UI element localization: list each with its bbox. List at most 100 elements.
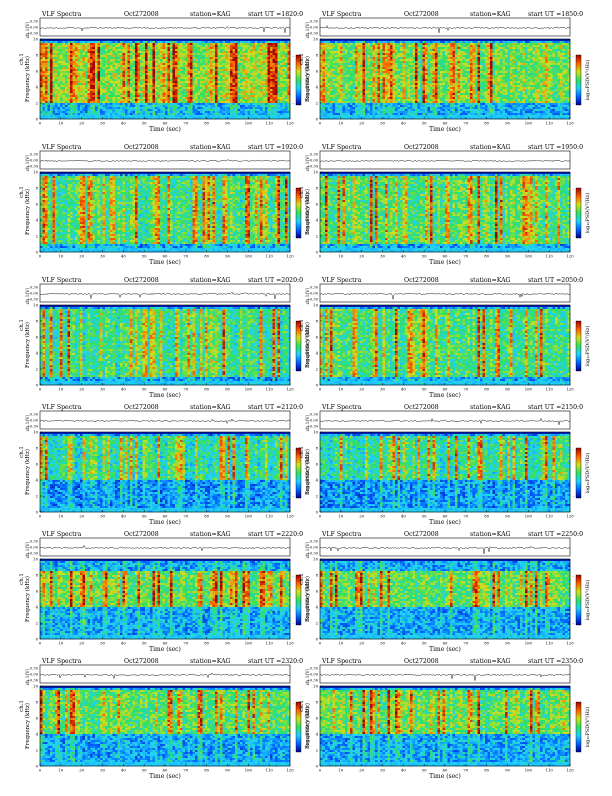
spectrogram-cell bbox=[58, 69, 61, 71]
spectrogram-cell bbox=[198, 81, 201, 83]
spectrogram-cell bbox=[280, 67, 283, 69]
spectrogram-cell bbox=[183, 79, 186, 81]
spectrogram-cell bbox=[253, 79, 256, 81]
spectrogram-cell bbox=[115, 91, 118, 93]
spectrogram-cell bbox=[105, 67, 108, 69]
spectrogram-cell bbox=[275, 59, 278, 61]
spectrogram-cell bbox=[100, 45, 103, 47]
spectrogram-cell bbox=[140, 79, 143, 81]
spectrogram-cell bbox=[130, 45, 133, 47]
spectrogram-cell bbox=[48, 43, 51, 45]
spectrogram-cell bbox=[73, 69, 76, 71]
spectrogram-cell bbox=[185, 85, 188, 87]
spectrogram-cell bbox=[55, 79, 58, 81]
spectrogram-cell bbox=[55, 69, 58, 71]
spectrogram-cell bbox=[245, 51, 248, 53]
spectrogram-cell bbox=[113, 57, 116, 59]
spectrogram-cell bbox=[280, 77, 283, 79]
spectrogram-cell bbox=[175, 53, 178, 55]
spectrogram-cell bbox=[143, 45, 146, 47]
spectrogram-cell bbox=[70, 59, 73, 61]
spectrogram-cell bbox=[258, 55, 261, 57]
spectrogram-cell bbox=[105, 47, 108, 49]
spectrogram-cell bbox=[283, 51, 286, 53]
spectrogram-cell bbox=[203, 63, 206, 65]
spectrogram-cell bbox=[108, 91, 111, 93]
spectrogram-cell bbox=[53, 69, 56, 71]
spectrogram-cell bbox=[285, 75, 288, 77]
spectrogram-cell bbox=[128, 95, 131, 97]
spectrogram-cell bbox=[108, 59, 111, 61]
spectrogram-cell bbox=[245, 89, 248, 91]
spectrogram-cell bbox=[108, 49, 111, 51]
spectrogram-cell bbox=[198, 43, 201, 45]
spectrogram-cell bbox=[140, 93, 143, 95]
spectrogram-cell bbox=[163, 63, 166, 65]
spectrogram-cell bbox=[125, 51, 128, 53]
spectrogram-cell bbox=[255, 41, 258, 43]
spectrogram-cell bbox=[48, 93, 51, 95]
spectrogram-cell bbox=[113, 95, 116, 97]
spectrogram-cell bbox=[283, 95, 286, 97]
spectrogram-cell bbox=[260, 65, 263, 67]
spectrogram-cell bbox=[178, 79, 181, 81]
spectrogram-cell bbox=[195, 55, 198, 57]
spectrogram-cell bbox=[63, 77, 66, 79]
spectrogram-cell bbox=[68, 89, 71, 91]
spectrogram-cell bbox=[48, 87, 51, 89]
spectrogram-cell bbox=[238, 73, 241, 75]
spectrogram-cell bbox=[285, 79, 288, 81]
spectrogram-cell bbox=[153, 45, 156, 47]
spectrogram-cell bbox=[118, 71, 121, 73]
spectrogram-cell bbox=[280, 71, 283, 73]
spectrogram-cell bbox=[230, 81, 233, 83]
spectrogram-cell bbox=[153, 69, 156, 71]
spectrogram-cell bbox=[115, 39, 118, 41]
spectrogram-cell bbox=[263, 53, 266, 55]
spectrogram-cell bbox=[78, 59, 81, 61]
spectrogram-cell bbox=[153, 47, 156, 49]
spectrogram-cell bbox=[108, 57, 111, 59]
spectrogram-cell bbox=[278, 77, 281, 79]
spectrogram-cell bbox=[50, 81, 53, 83]
spectrogram-cell bbox=[143, 73, 146, 75]
spectrogram-cell bbox=[190, 49, 193, 51]
spectrogram-cell bbox=[218, 49, 221, 51]
spectrogram-cell bbox=[150, 79, 153, 81]
spectrogram-cell bbox=[215, 91, 218, 93]
spectrogram-cell bbox=[73, 39, 76, 41]
spectrogram-cell bbox=[158, 57, 161, 59]
spectrogram-cell bbox=[150, 61, 153, 63]
spectrogram-cell bbox=[200, 95, 203, 97]
spectrogram-cell bbox=[258, 75, 261, 77]
spectrogram-cell bbox=[100, 81, 103, 83]
spectrogram-cell bbox=[168, 69, 171, 71]
spectrogram-cell bbox=[43, 59, 46, 61]
spectrogram-cell bbox=[40, 45, 43, 47]
spectrogram-cell bbox=[145, 63, 148, 65]
spectrogram-cell bbox=[225, 57, 228, 59]
spectrogram-cell bbox=[208, 63, 211, 65]
spectrogram-cell bbox=[218, 39, 221, 41]
spectrogram-cell bbox=[53, 45, 56, 47]
spectrogram-cell bbox=[243, 83, 246, 85]
spectrogram-cell bbox=[60, 95, 63, 97]
spectrogram-cell bbox=[138, 81, 141, 83]
spectrogram-cell bbox=[115, 95, 118, 97]
spectrogram-cell bbox=[140, 55, 143, 57]
spectrogram-cell bbox=[270, 77, 273, 79]
spectrogram-cell bbox=[185, 51, 188, 53]
spectrogram-cell bbox=[205, 95, 208, 97]
spectrogram-cell bbox=[120, 69, 123, 71]
spectrogram-cell bbox=[220, 79, 223, 81]
spectrogram-cell bbox=[180, 79, 183, 81]
spectrogram-cell bbox=[228, 53, 231, 55]
spectrogram-cell bbox=[248, 47, 251, 49]
spectrogram-cell bbox=[195, 83, 198, 85]
spectrogram-cell bbox=[133, 97, 136, 99]
spectrogram-cell bbox=[285, 93, 288, 95]
spectrogram-cell bbox=[43, 69, 46, 71]
spectrogram-cell bbox=[248, 75, 251, 77]
spectrogram-cell bbox=[273, 69, 276, 71]
spectrogram-cell bbox=[285, 55, 288, 57]
